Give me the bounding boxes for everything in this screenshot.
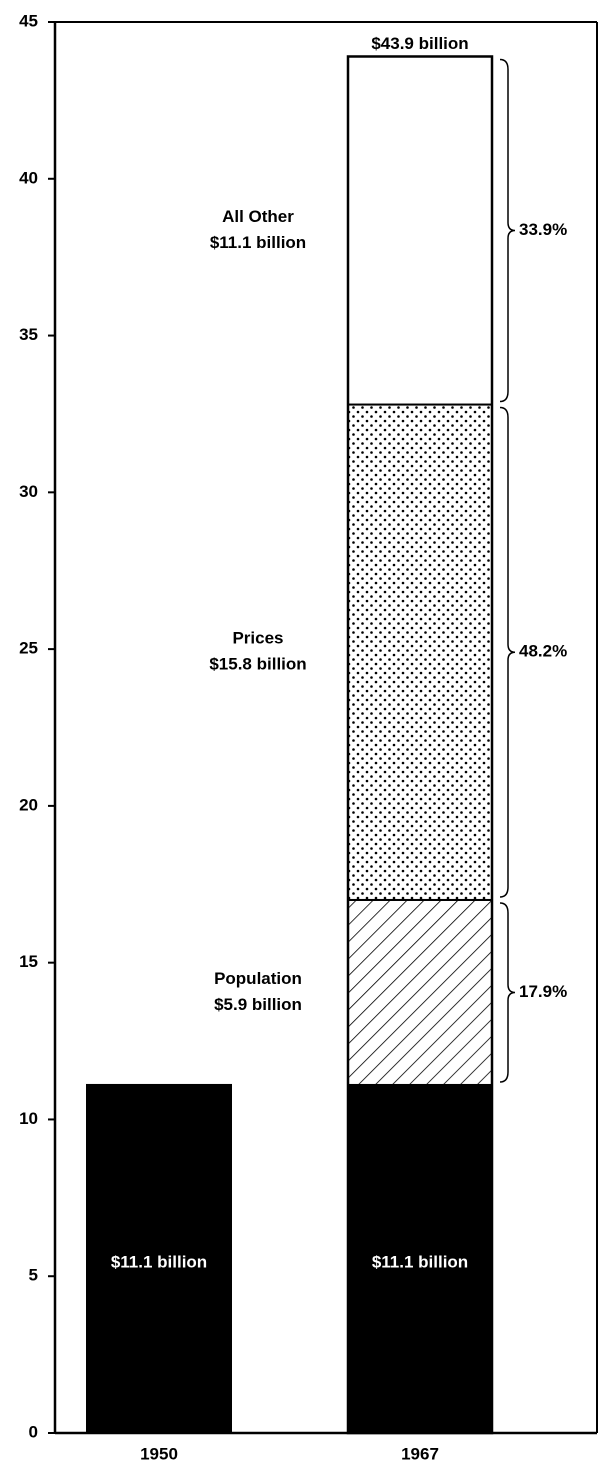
bar-value-label: $11.1 billion	[111, 1252, 207, 1271]
bar-value-label: $11.1 billion	[372, 1252, 468, 1271]
y-tick-label: 25	[19, 639, 38, 658]
total-label: $43.9 billion	[371, 34, 468, 53]
segment-value-label: $11.1 billion	[210, 233, 306, 252]
bar-segment	[86, 1083, 232, 1435]
share-label: 17.9%	[519, 982, 567, 1001]
share-label: 48.2%	[519, 642, 567, 661]
bar-segment	[347, 55, 493, 406]
segment-name: Population	[214, 969, 302, 988]
y-tick-label: 0	[29, 1422, 38, 1441]
segment-name: All Other	[222, 207, 294, 226]
y-tick-label: 40	[19, 168, 38, 187]
brace	[499, 406, 516, 898]
y-tick-label: 15	[19, 952, 38, 971]
y-tick-label: 30	[19, 482, 38, 501]
segment-name: Prices	[232, 629, 283, 648]
y-tick-label: 45	[19, 11, 38, 30]
x-tick-label: 1967	[401, 1444, 439, 1463]
segment-value-label: $5.9 billion	[214, 995, 302, 1014]
y-tick-label: 20	[19, 795, 38, 814]
total-outline	[346, 55, 494, 1435]
bar-segment	[347, 898, 493, 1086]
bar-segment	[347, 403, 493, 901]
y-tick-label: 35	[19, 325, 38, 344]
y-tick-label: 5	[29, 1266, 38, 1285]
brace	[499, 58, 516, 403]
segment-value-label: $15.8 billion	[209, 655, 306, 674]
brace	[499, 902, 516, 1083]
x-tick-label: 1950	[140, 1444, 178, 1463]
y-tick-label: 10	[19, 1109, 38, 1128]
share-label: 33.9%	[519, 220, 567, 239]
